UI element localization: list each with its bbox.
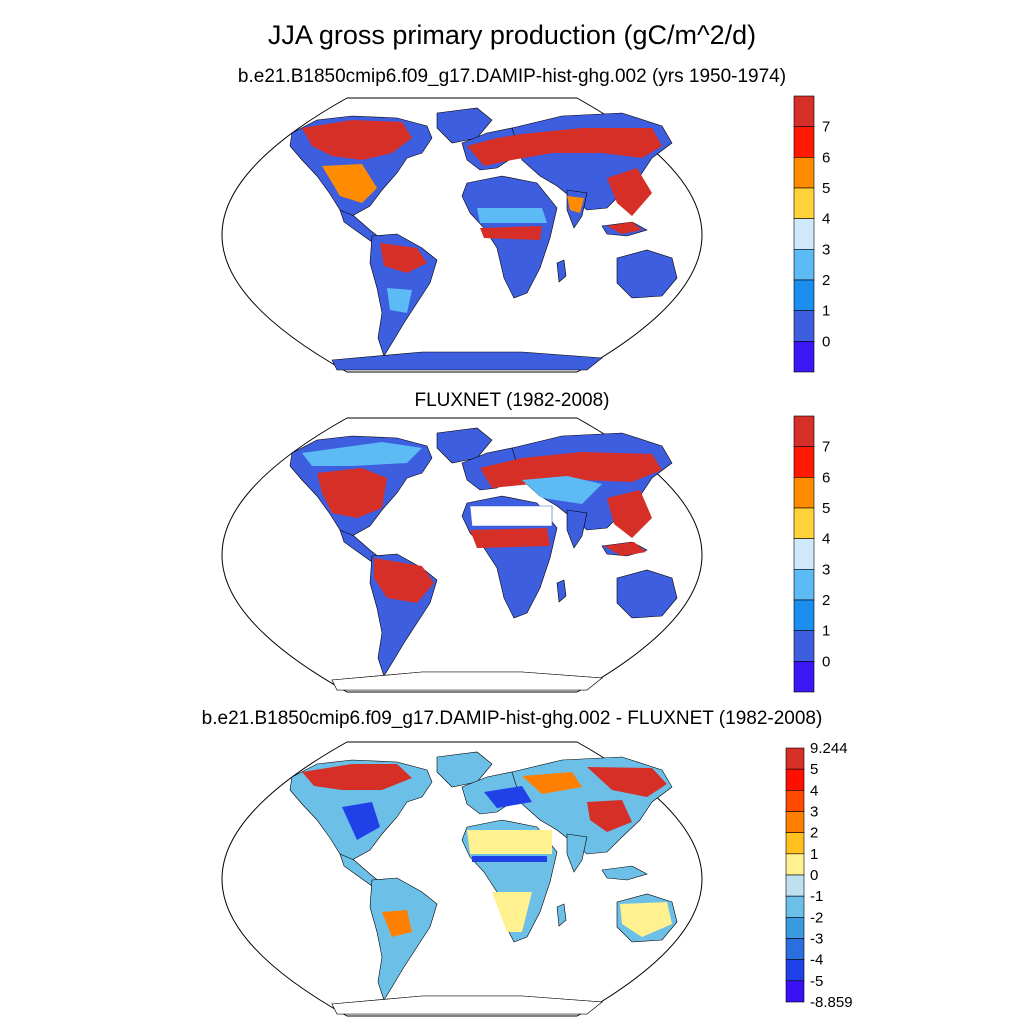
colorbar-label: 5 xyxy=(822,180,830,197)
colorbar-box xyxy=(785,895,805,918)
colorbar-box xyxy=(785,790,805,812)
antarctica-no-data xyxy=(331,671,603,691)
colorbar-box xyxy=(793,249,815,281)
colorbar-label: 1 xyxy=(822,303,830,320)
colorbar-box xyxy=(793,126,815,158)
colorbar-label: 1 xyxy=(822,623,830,640)
mid-gpp-areas xyxy=(322,164,584,213)
colorbar-box xyxy=(785,768,805,791)
panel-3-subtitle: b.e21.B1850cmip6.f09_g17.DAMIP-hist-ghg.… xyxy=(201,708,823,729)
moderate-positive-areas xyxy=(382,772,582,937)
colorbar-label: 3 xyxy=(822,241,830,258)
colorbar-fluxnet: 7 6 5 4 3 2 1 0 xyxy=(793,415,830,693)
panel-1-subtitle: b.e21.B1850cmip6.f09_g17.DAMIP-hist-ghg.… xyxy=(237,66,787,87)
near-zero-areas xyxy=(467,830,672,937)
colorbar-box xyxy=(785,874,805,897)
colorbar-box xyxy=(793,95,815,127)
colorbar-box xyxy=(793,477,815,509)
low-gpp-areas xyxy=(387,208,547,313)
colorbar-box xyxy=(785,917,805,939)
colorbar-box xyxy=(785,811,805,833)
colorbar-box xyxy=(793,157,815,189)
colorbar-label: 7 xyxy=(822,119,830,136)
colorbar-model: 7 6 5 4 3 2 1 0 xyxy=(793,95,830,373)
colorbar-label: 7 xyxy=(822,439,830,456)
colorbar-label: 4 xyxy=(822,531,830,548)
negative-diff-areas xyxy=(342,786,547,862)
colorbar-label: 6 xyxy=(822,469,830,486)
colorbar-label: 5 xyxy=(822,500,830,517)
colorbar-label: 1 xyxy=(810,846,818,863)
colorbar-label: -3 xyxy=(810,931,823,948)
colorbar-label: 3 xyxy=(822,561,830,578)
colorbar-box xyxy=(793,341,815,373)
colorbar-box xyxy=(793,599,815,631)
colorbar-label: 0 xyxy=(810,867,818,884)
colorbar-box xyxy=(785,747,805,770)
sahara-no-data xyxy=(469,505,553,527)
mid-gpp-areas xyxy=(302,442,602,504)
colorbar-label: 4 xyxy=(810,782,818,799)
colorbar-label: 0 xyxy=(822,653,830,670)
high-gpp-areas xyxy=(302,120,662,273)
panel-2-subtitle: FLUXNET (1982-2008) xyxy=(414,390,610,411)
colorbar-label: 9.244 xyxy=(810,740,848,757)
colorbar-difference: 9.244 5 4 3 2 1 0 -1 -2 -3 -4 -5 -8.859 xyxy=(785,740,853,1011)
map-panel-difference xyxy=(221,741,703,1017)
colorbar-box xyxy=(793,661,815,693)
colorbar-box xyxy=(785,980,805,1003)
colorbar-box xyxy=(785,938,805,960)
map-panel-fluxnet xyxy=(221,417,703,693)
colorbar-label: 6 xyxy=(822,149,830,166)
colorbar-label: 5 xyxy=(810,761,818,778)
colorbar-label: 3 xyxy=(810,804,818,821)
antarctica-no-data xyxy=(331,995,603,1015)
colorbar-box xyxy=(793,538,815,570)
colorbar-box xyxy=(793,187,815,219)
colorbar-label: 2 xyxy=(810,825,818,842)
positive-diff-areas xyxy=(302,764,667,832)
colorbar-box xyxy=(793,569,815,601)
colorbar-label: 2 xyxy=(822,592,830,609)
colorbar-box xyxy=(785,832,805,855)
colorbar-box xyxy=(793,218,815,250)
colorbar-label: -2 xyxy=(810,909,823,926)
colorbar-box xyxy=(793,279,815,311)
map-panel-model xyxy=(221,97,703,373)
colorbar-box xyxy=(793,630,815,662)
colorbar-box xyxy=(785,853,805,876)
colorbar-box xyxy=(793,507,815,539)
main-title: JJA gross primary production (gC/m^2/d) xyxy=(267,20,757,50)
high-gpp-areas xyxy=(317,452,662,603)
colorbar-label: -5 xyxy=(810,973,823,990)
colorbar-box xyxy=(793,415,815,447)
colorbar-label: 0 xyxy=(822,333,830,350)
colorbar-label: -1 xyxy=(810,888,823,905)
colorbar-box xyxy=(785,959,805,982)
colorbar-label: -4 xyxy=(810,952,823,969)
colorbar-label: 2 xyxy=(822,272,830,289)
colorbar-label: 4 xyxy=(822,211,830,228)
colorbar-box xyxy=(793,446,815,478)
colorbar-box xyxy=(793,310,815,342)
colorbar-label: -8.859 xyxy=(810,994,853,1011)
